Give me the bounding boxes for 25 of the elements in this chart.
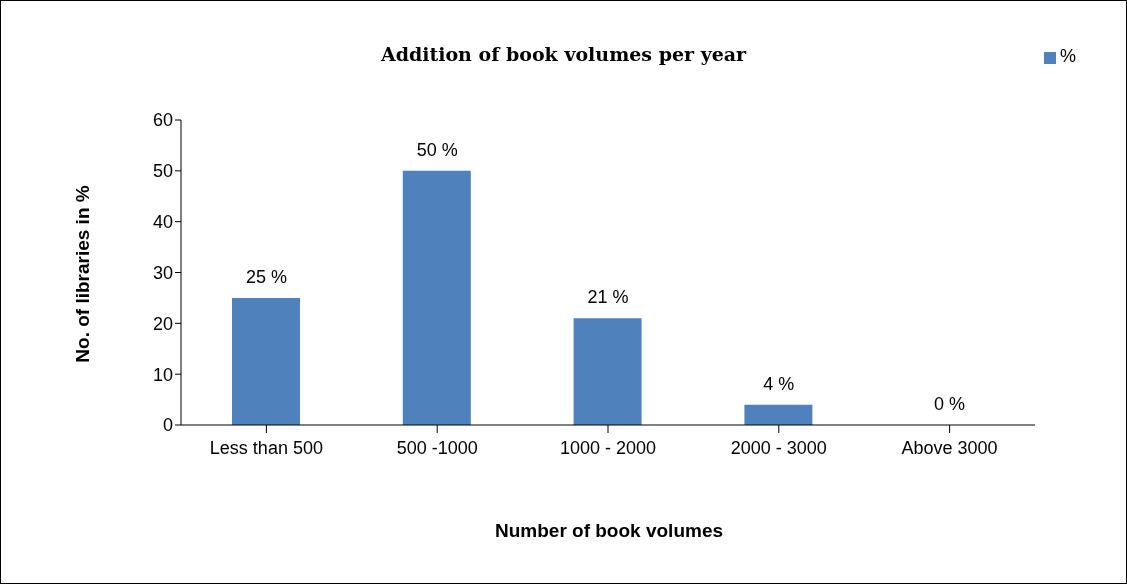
x-tick-label: 2000 - 3000 (730, 437, 827, 458)
data-label: 50 % (416, 139, 458, 160)
y-tick-label: 30 (152, 262, 173, 283)
y-tick-label: 50 (152, 161, 173, 182)
data-label: 0 % (934, 394, 966, 414)
y-tick-label: 0 (162, 415, 173, 436)
chart-title: Addition of book volumes per year (380, 43, 747, 65)
bar (573, 318, 642, 425)
bar (744, 404, 813, 425)
data-label: 21 % (587, 287, 629, 308)
x-axis-title: Number of book volumes (494, 520, 724, 542)
y-axis-title: No. of libraries in % (72, 184, 94, 365)
x-tick-label: 500 -1000 (396, 437, 478, 458)
y-tick-label: 10 (152, 364, 173, 385)
y-tick-label: 60 (152, 110, 173, 131)
bar (232, 297, 300, 425)
y-tick-label: 20 (152, 313, 173, 334)
data-label: 25 % (245, 266, 287, 287)
x-tick-label: 1000 - 2000 (559, 437, 657, 458)
x-tick-label: Above 3000 (901, 437, 998, 458)
legend-label: % (1059, 46, 1076, 66)
bar (402, 170, 471, 425)
x-tick-label: Less than 500 (209, 437, 323, 458)
data-label: 4 % (763, 373, 795, 394)
y-tick-label: 40 (152, 212, 173, 233)
